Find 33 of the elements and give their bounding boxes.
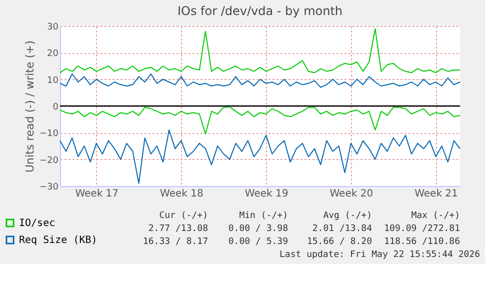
text: Avg (-/+)	[323, 211, 372, 221]
x-tick-label: Week 20	[330, 188, 374, 200]
line-series	[60, 106, 460, 134]
text: Cur (-/+)	[159, 211, 208, 221]
line-series	[60, 74, 460, 88]
x-tick-label: Week 18	[160, 188, 204, 200]
text: 2.01 /13.84	[312, 224, 372, 234]
legend-label: IO/sec	[19, 218, 56, 229]
line-series	[60, 28, 460, 74]
chart-title: IOs for /dev/vda - by month	[177, 4, 343, 18]
text: 15.66 / 8.20	[306, 237, 372, 247]
text: Last update: Fri May 22 15:55:44 2026	[280, 250, 480, 260]
text: 0.00 / 3.98	[228, 224, 288, 234]
y-tick-label: 20	[47, 49, 59, 60]
x-tick-label: Week 17	[75, 188, 119, 200]
text: 118.56 /110.86	[384, 237, 460, 247]
y-tick-label: 30	[47, 22, 59, 32]
text: 0.00 / 5.39	[228, 237, 288, 247]
line-series	[60, 130, 460, 184]
x-tick-label: Week 21	[414, 188, 458, 200]
text: 2.77 /13.08	[148, 224, 208, 234]
legend-label: Req Size (KB)	[19, 235, 98, 246]
y-tick-label: 10	[47, 76, 59, 86]
text: 16.33 / 8.17	[142, 237, 208, 247]
y-axis-title: Units read (-) / write (+)	[24, 40, 37, 173]
y-tick-label: −10	[40, 129, 59, 140]
y-tick-label: 0	[52, 102, 59, 112]
y-tick-label: −30	[40, 182, 59, 192]
x-tick-label: Week 19	[244, 188, 288, 200]
text: Max (-/+)	[411, 211, 460, 221]
text: 109.09 /272.81	[384, 224, 460, 234]
text: Min (-/+)	[239, 211, 288, 221]
y-tick-label: −20	[40, 156, 59, 166]
